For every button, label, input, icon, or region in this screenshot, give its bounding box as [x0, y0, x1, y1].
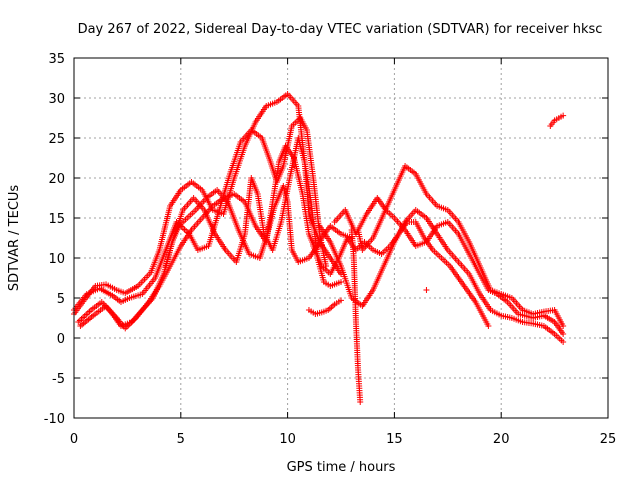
- y-axis-label: SDTVAR / TECUs: [7, 185, 22, 292]
- data-point-marker: [357, 399, 364, 405]
- x-axis-label: GPS time / hours: [287, 460, 396, 475]
- series-track-6: [355, 163, 567, 329]
- y-tick-label: -10: [44, 412, 65, 427]
- x-tick-labels: 0 5 10 15 20 25: [70, 432, 616, 447]
- y-tick-label: 10: [48, 252, 65, 267]
- x-tick-label: 5: [177, 432, 185, 447]
- x-tick-label: 10: [279, 432, 296, 447]
- data-point-marker: [560, 323, 567, 329]
- series-track-11: [348, 227, 364, 405]
- y-tick-label: 5: [57, 292, 65, 307]
- data-point-marker: [423, 287, 430, 293]
- y-tick-label: 35: [48, 52, 65, 67]
- y-tick-label: 20: [48, 172, 65, 187]
- plot-frame: [73, 57, 609, 419]
- data-point-marker: [338, 297, 344, 304]
- x-tick-label: 20: [493, 432, 510, 447]
- y-tick-labels: -10 -5 0 5 10 15 20 25 30 35: [44, 52, 65, 427]
- y-tick-label: -5: [52, 372, 65, 387]
- data-point-marker: [338, 279, 344, 285]
- series-isolated: [423, 287, 430, 293]
- y-tick-label: 0: [57, 332, 65, 347]
- series-track-7: [331, 195, 567, 337]
- data-point-marker: [560, 112, 567, 119]
- y-tick-label: 25: [48, 132, 65, 147]
- x-tick-label: 0: [70, 432, 78, 447]
- series-track-8: [316, 207, 567, 345]
- axis-ticks: [73, 57, 609, 419]
- x-tick-label: 25: [600, 432, 617, 447]
- grid-lines: [74, 58, 608, 418]
- series-track-5: [162, 183, 321, 269]
- y-tick-label: 30: [48, 92, 65, 107]
- series-track-12: [547, 112, 567, 129]
- data-points: [71, 91, 567, 405]
- series-track-10: [305, 297, 344, 317]
- data-point-marker: [560, 339, 567, 345]
- chart-title: Day 267 of 2022, Sidereal Day-to-day VTE…: [78, 22, 603, 37]
- x-tick-label: 15: [386, 432, 403, 447]
- data-point-marker: [560, 331, 567, 337]
- series-track-9: [310, 219, 492, 329]
- y-tick-label: 15: [48, 212, 65, 227]
- data-point-marker: [485, 323, 492, 329]
- series-track-2: [71, 115, 330, 313]
